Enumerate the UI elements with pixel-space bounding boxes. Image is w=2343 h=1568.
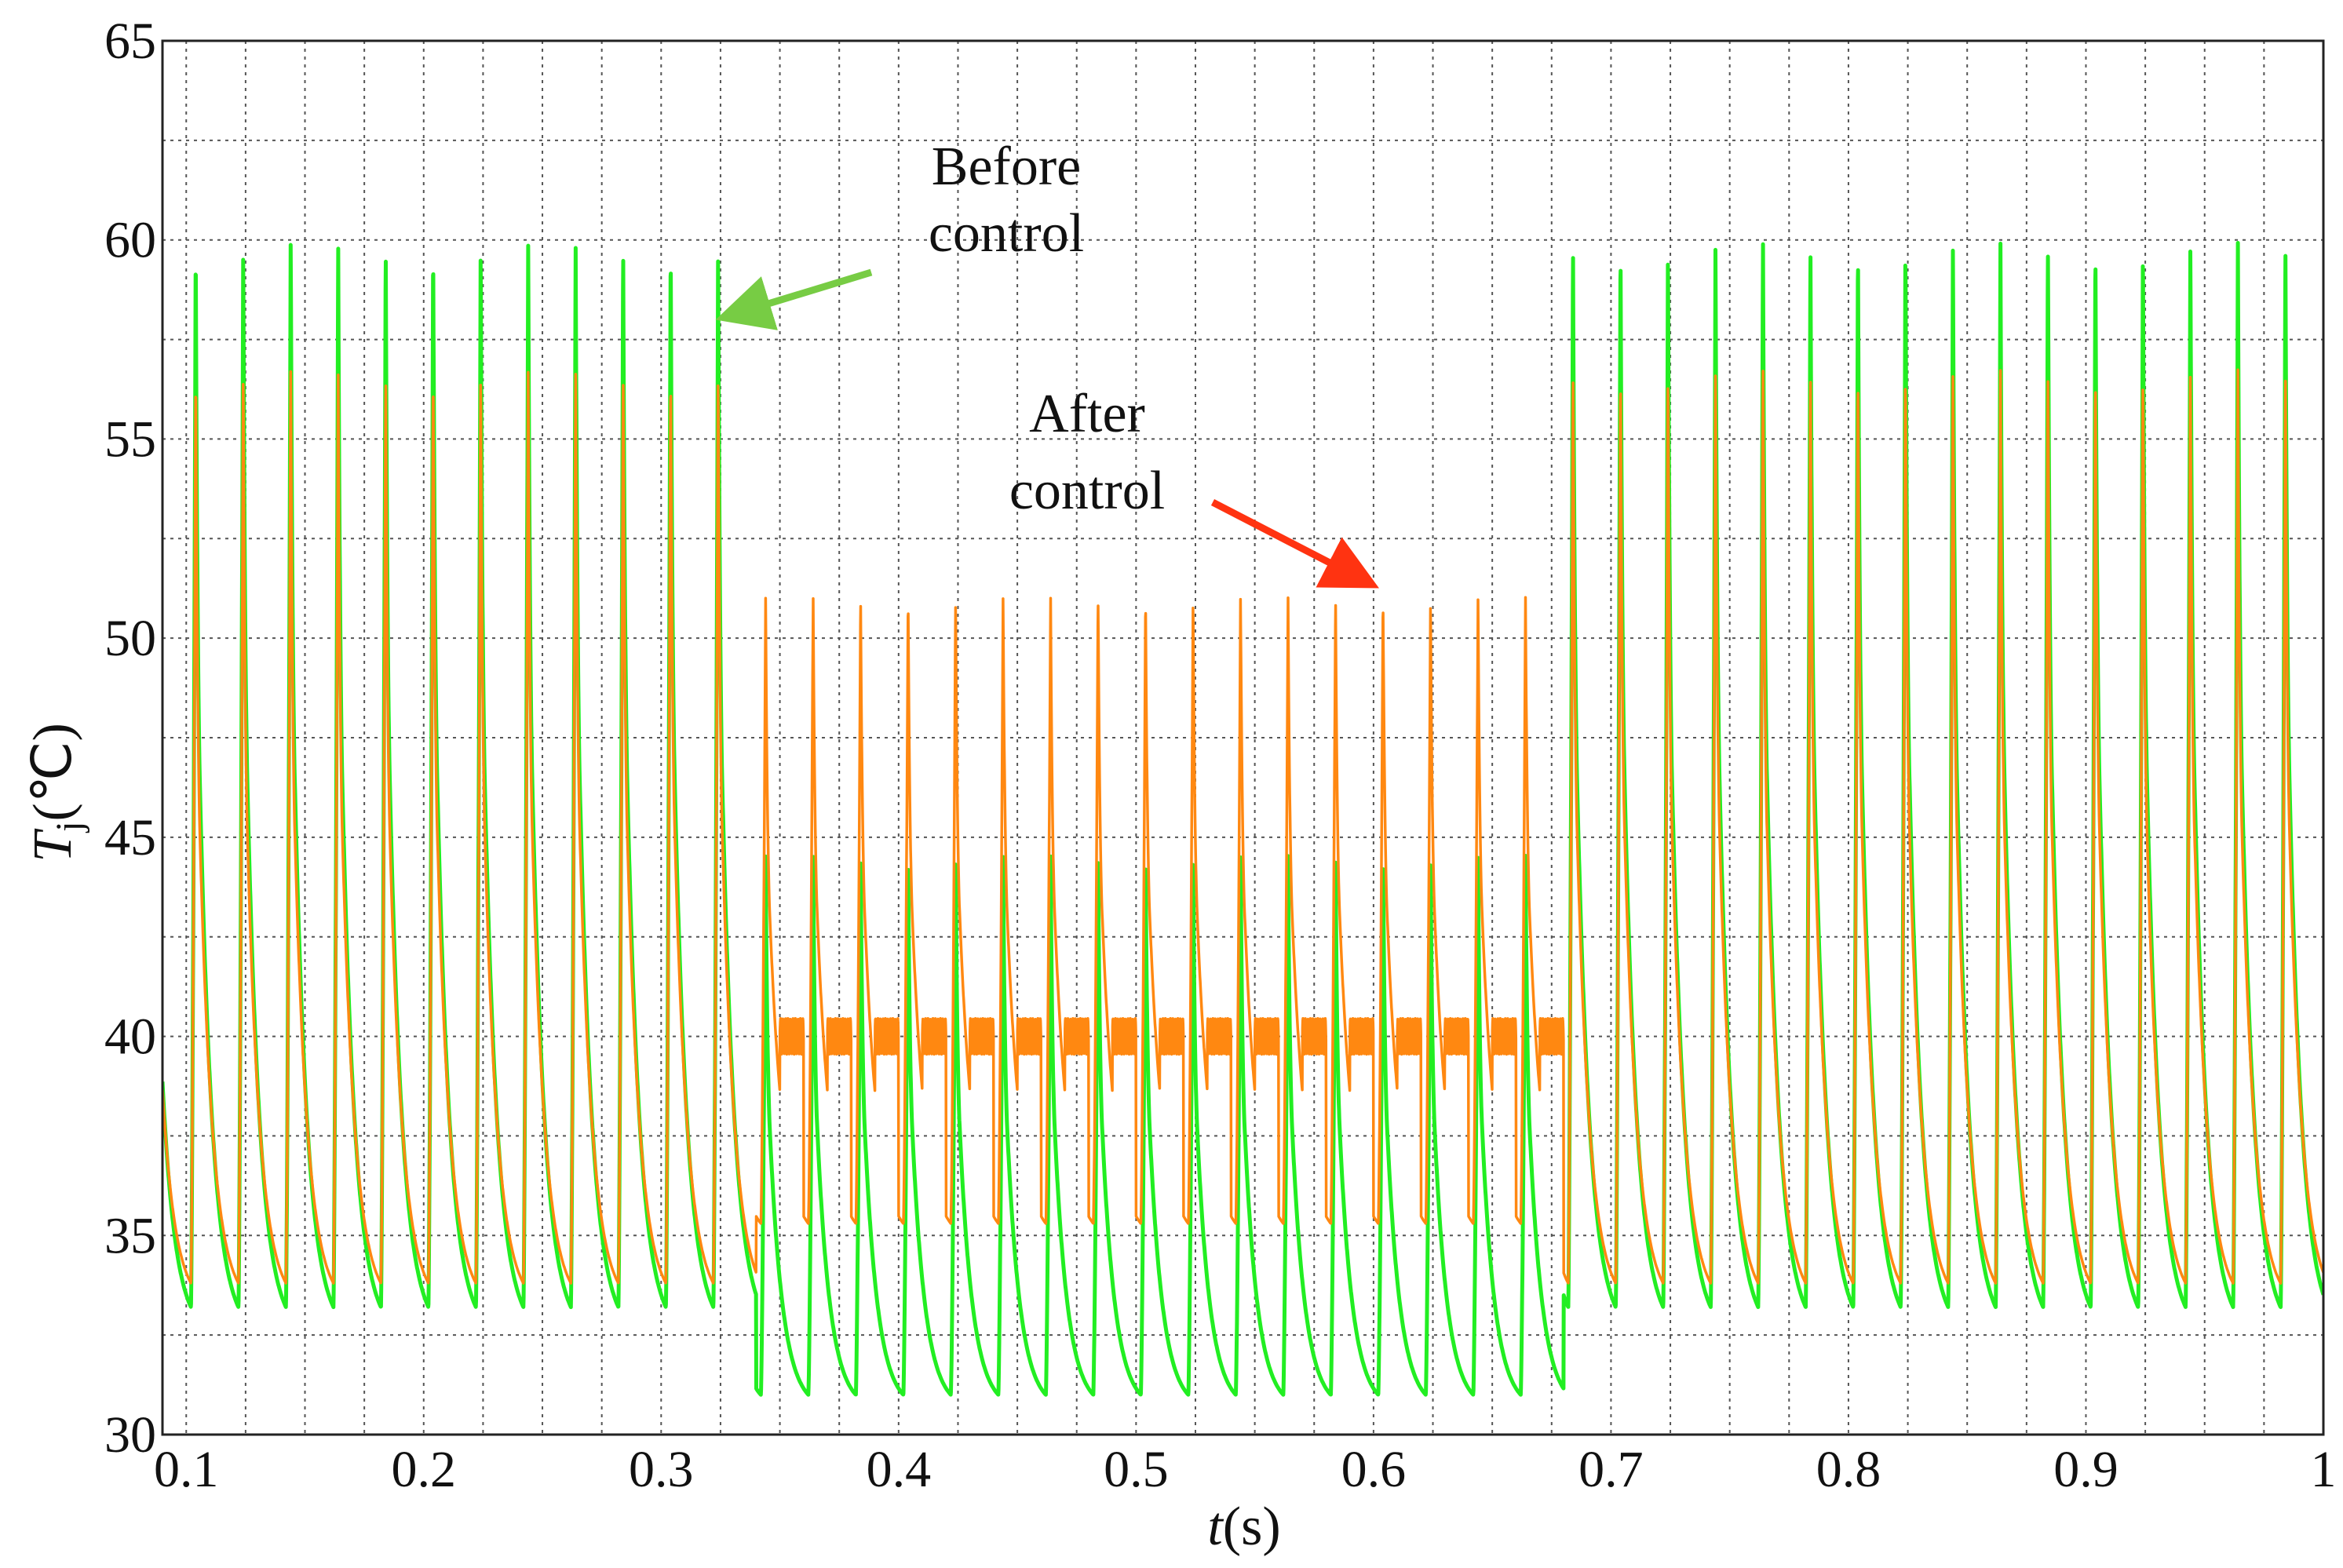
x-tick-label: 1 (2311, 1441, 2337, 1498)
y-tick-labels: 30 35 40 45 50 55 60 65 (104, 13, 156, 1464)
annotation-after-line2: control (1009, 461, 1165, 521)
x-tick-labels: 0.1 0.2 0.3 0.4 0.5 0.6 0.7 0.8 0.9 1 (154, 1441, 2336, 1498)
series-group (162, 241, 2323, 1397)
y-tick-label: 40 (104, 1008, 156, 1066)
x-tick-label: 0.3 (629, 1441, 694, 1498)
annotation-after-line1: After (1029, 384, 1145, 444)
y-tick-label: 45 (104, 809, 156, 866)
annotation-before-arrow (715, 268, 873, 330)
y-tick-label: 60 (104, 212, 156, 269)
x-axis-label: t(s) (1207, 1497, 1280, 1557)
y-tick-label: 50 (104, 610, 156, 667)
y-tick-label: 35 (104, 1207, 156, 1264)
x-tick-label: 0.8 (1816, 1441, 1881, 1498)
x-tick-label: 0.9 (2053, 1441, 2119, 1498)
x-tick-label: 0.4 (867, 1441, 932, 1498)
y-tick-label: 65 (104, 13, 156, 70)
y-tick-label: 30 (104, 1406, 156, 1464)
series-line-after-control (162, 368, 2323, 1285)
x-tick-label: 0.7 (1578, 1441, 1644, 1498)
annotation-after-control: After control (1009, 384, 1379, 589)
x-tick-label: 0.2 (392, 1441, 457, 1498)
x-tick-label: 0.1 (154, 1441, 219, 1498)
plot-frame (161, 39, 2325, 1436)
annotation-before-line1: Before (932, 137, 1081, 197)
y-tick-label: 55 (104, 410, 156, 468)
y-axis-label: Tj(℃) (23, 723, 90, 862)
x-tick-label: 0.5 (1104, 1441, 1169, 1498)
annotation-after-arrow (1210, 499, 1379, 589)
annotation-before-line2: control (929, 203, 1084, 264)
annotation-before-control: Before control (715, 137, 1084, 330)
x-tick-label: 0.6 (1341, 1441, 1407, 1498)
